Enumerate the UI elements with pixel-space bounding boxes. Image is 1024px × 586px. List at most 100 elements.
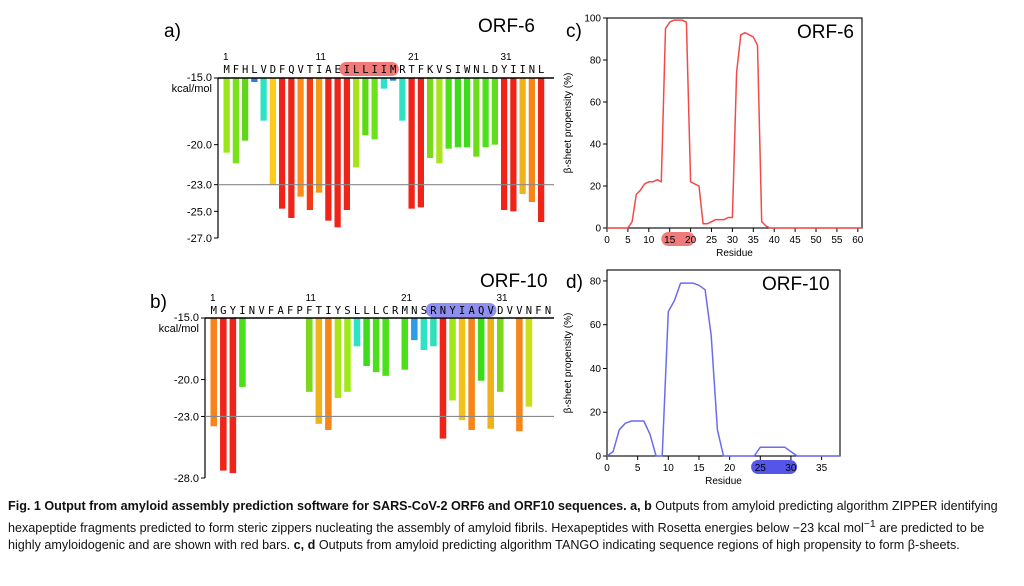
energy-bar xyxy=(430,318,437,347)
sequence-residue: N xyxy=(411,305,417,317)
energy-bar xyxy=(380,78,387,89)
energy-bar xyxy=(408,78,415,209)
y-tick-label: 60 xyxy=(590,98,602,109)
x-tick-label: 25 xyxy=(706,235,718,246)
energy-bar xyxy=(325,318,332,430)
x-tick-label: 60 xyxy=(852,235,864,246)
panel-a: a) ORF-6M F H L V D F Q V T I A E I L L I I M R T F K V S I W N L D Y I I… xyxy=(164,16,554,245)
highlight-pill xyxy=(661,232,695,246)
y-tick-label: 60 xyxy=(590,320,602,331)
sequence-residue: E xyxy=(334,64,340,76)
sequence-residue: H xyxy=(242,64,248,76)
sequence-residue: T xyxy=(408,64,415,76)
sequence-residue: L xyxy=(363,305,369,317)
sequence-residue: M xyxy=(402,305,408,317)
energy-bar xyxy=(473,78,480,157)
sequence-residue: I xyxy=(381,64,387,76)
sequence-residue: S xyxy=(445,64,451,76)
y-tick-label: 20 xyxy=(590,182,602,193)
panel-d: d) ORF-10 0 5 10 15 20 25 30 35 0 20 40 60 80 Residue β-… xyxy=(563,269,841,487)
panel-label: b) xyxy=(150,292,167,313)
energy-bar xyxy=(372,318,380,373)
energy-bar xyxy=(458,318,466,421)
x-tick-label: 55 xyxy=(831,235,843,246)
x-tick-label: 25 xyxy=(755,463,767,474)
x-tick-label: 50 xyxy=(810,235,822,246)
sequence-residue: Y xyxy=(335,305,342,317)
sequence-residue: R xyxy=(399,64,406,76)
sequence-residue: V xyxy=(516,305,523,317)
energy-bar xyxy=(210,318,218,427)
x-tick-label: 30 xyxy=(785,463,797,474)
x-tick-label: 45 xyxy=(790,235,802,246)
energy-bar xyxy=(232,78,239,164)
x-tick-label: 15 xyxy=(693,463,705,474)
y-axis-label: β-sheet propensity (%) xyxy=(563,73,574,174)
sequence-residue: T xyxy=(316,305,323,317)
x-tick-label: 0 xyxy=(604,463,610,474)
sequence-residue: D xyxy=(270,64,276,76)
x-tick-label: 10 xyxy=(643,235,655,246)
y-tick-label: -20.0 xyxy=(174,375,199,387)
y-tick-label: 0 xyxy=(595,452,601,463)
panel-title: ORF-6 xyxy=(478,16,535,37)
sequence-residue: V xyxy=(436,64,443,76)
sequence-residue: I xyxy=(459,305,465,317)
energy-bar xyxy=(315,318,323,424)
energy-bar xyxy=(306,318,313,392)
energy-bar xyxy=(525,318,533,407)
x-tick-label: 20 xyxy=(685,235,697,246)
energy-bar xyxy=(353,78,360,168)
figure-caption: Fig. 1 Output from amyloid assembly pred… xyxy=(8,498,1016,555)
sequence-residue: D xyxy=(497,305,503,317)
plot-frame xyxy=(606,17,863,229)
energy-bar xyxy=(362,78,369,136)
panel-label: d) xyxy=(566,272,583,293)
energy-bar xyxy=(501,78,508,210)
sequence-residue: W xyxy=(464,64,471,76)
y-tick-label: -28.0 xyxy=(174,473,199,485)
x-axis-label: Residue xyxy=(716,248,753,259)
sequence-residue: L xyxy=(362,64,368,76)
sequence-residue: I xyxy=(371,64,377,76)
sequence-residue: I xyxy=(316,64,322,76)
x-tick-label: 5 xyxy=(635,463,641,474)
y-tick-label: 40 xyxy=(590,140,602,151)
sequence-residue: M xyxy=(223,64,229,76)
y-tick-label: 80 xyxy=(590,276,602,287)
energy-bar xyxy=(491,78,498,145)
sequence-residue: C xyxy=(383,305,389,317)
energy-bar xyxy=(279,78,286,209)
energy-bar xyxy=(427,78,434,158)
energy-bar xyxy=(464,78,471,148)
panel-label: c) xyxy=(566,21,582,42)
energy-bar xyxy=(251,78,258,82)
caption-bold-2: c, d xyxy=(293,538,316,553)
sequence-residue: I xyxy=(344,64,350,76)
sequence-residue: L xyxy=(538,64,544,76)
y-tick-label: 80 xyxy=(590,56,602,67)
energy-bar xyxy=(343,78,350,210)
sequence-residue: I xyxy=(455,64,461,76)
residue-number: 1 xyxy=(210,293,216,304)
energy-bar xyxy=(260,78,267,121)
energy-bar xyxy=(242,78,249,141)
caption-text-2: are predicted to be highly amyloidogenic… xyxy=(8,520,985,553)
energy-bar xyxy=(436,78,443,164)
energy-bar xyxy=(445,78,452,149)
sequence-residue: M xyxy=(390,64,396,76)
sequence-residue: S xyxy=(421,305,427,317)
sequence-residue: A xyxy=(325,64,332,76)
energy-bar xyxy=(390,78,397,81)
sequence-residue: L xyxy=(354,305,360,317)
sequence-residue: P xyxy=(297,305,303,317)
sequence-residue: Q xyxy=(478,305,484,317)
sequence-residue: A xyxy=(468,305,475,317)
sequence-residue: N xyxy=(249,305,255,317)
panel-title: ORF-10 xyxy=(762,274,830,295)
y-tick-label: -20.0 xyxy=(187,140,212,152)
propensity-line xyxy=(607,19,862,229)
sequence-residue: I xyxy=(325,305,331,317)
sequence-residue: L xyxy=(373,305,379,317)
sequence-residue: V xyxy=(258,305,265,317)
